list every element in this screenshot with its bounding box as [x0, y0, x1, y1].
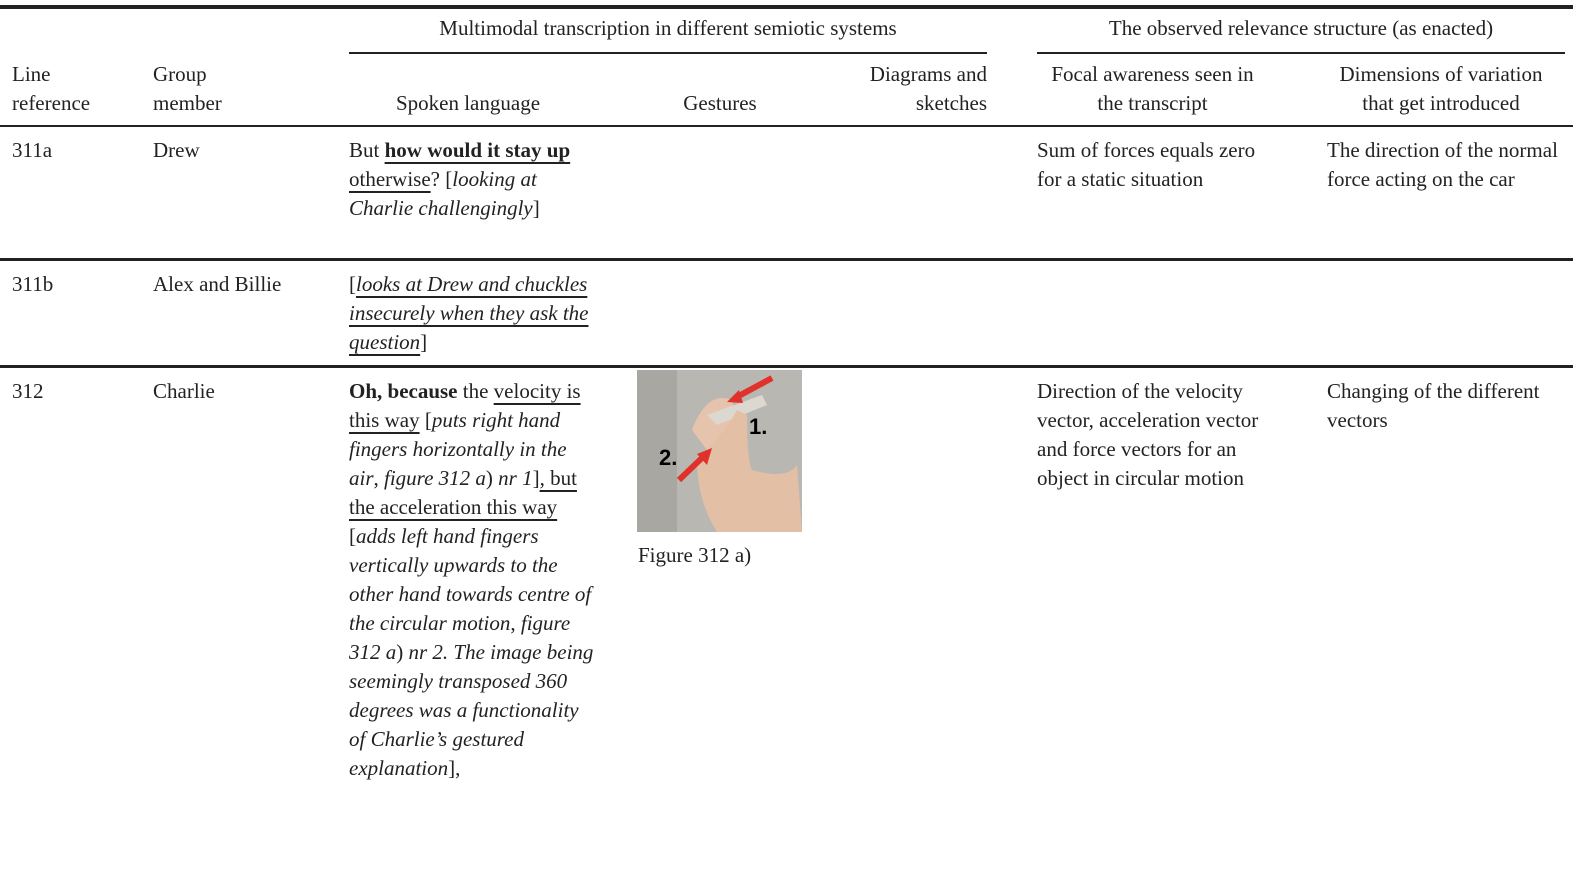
- line-reference: 312: [12, 379, 44, 403]
- spoken-segment: nr 1: [498, 466, 533, 490]
- column-header: Dimensions of variation that get introdu…: [1339, 62, 1543, 115]
- spoken-segment: adds left hand fingers vertically upward…: [349, 524, 592, 635]
- spoken-segment: ]: [532, 196, 540, 220]
- line-reference: 311a: [12, 138, 53, 162]
- group-member: Alex and Billie: [153, 272, 282, 296]
- spoken-segment: velocity is this way: [349, 379, 581, 432]
- column-header: Group member: [153, 62, 222, 115]
- image-bg: [637, 370, 677, 532]
- figure-caption: Figure 312 a): [638, 543, 752, 567]
- spoken-segment: nr 2. The image being seemingly transpos…: [349, 640, 594, 780]
- spoken-segment: how would it stay up: [384, 138, 571, 162]
- focal-awareness: Sum of forces equals zero for a static s…: [1037, 138, 1256, 191]
- spoken-segment: ): [485, 466, 499, 490]
- spoken-segment: [: [419, 408, 432, 432]
- spoken-segment: ? [: [430, 167, 453, 191]
- spoken-segment: figure 312 a: [349, 611, 571, 664]
- spoken-segment: looks at Drew and chuckles insecurely wh…: [349, 272, 589, 354]
- spoken-segment: otherwise: [349, 167, 431, 191]
- group-member: Drew: [153, 138, 200, 162]
- arrow: [676, 452, 708, 483]
- spoken-segment: the: [457, 379, 494, 403]
- image-label: 2.: [659, 445, 677, 470]
- group-header: Multimodal transcription in different se…: [439, 16, 897, 40]
- focal-awareness: Direction of the velocity vector, accele…: [1037, 379, 1259, 490]
- column-header: Diagrams and sketches: [869, 62, 987, 115]
- spoken-segment: ,: [510, 611, 521, 635]
- variation-dimensions: Changing of the different vectors: [1327, 379, 1540, 432]
- spoken-segment: ],: [448, 756, 461, 780]
- spoken-segment: Oh, because: [349, 379, 458, 403]
- variation-dimensions: The direction of the normal force acting…: [1327, 138, 1558, 191]
- spoken-segment: But: [349, 138, 385, 162]
- spoken-segment: ]: [420, 330, 428, 354]
- hand: [697, 410, 802, 532]
- column-header: Focal awareness seen in the transcript: [1051, 62, 1254, 115]
- spoken-segment: puts right hand fingers horizontally in …: [349, 408, 567, 490]
- arrow: [733, 375, 774, 401]
- top-rule: [0, 5, 1573, 9]
- group-rule: [349, 52, 987, 54]
- spoken-language: But how would it stay up otherwise? [loo…: [349, 136, 594, 223]
- group-member: Charlie: [153, 379, 215, 403]
- spoken-segment: [: [349, 524, 356, 548]
- group-rule: [1037, 52, 1565, 54]
- column-header: Line reference: [12, 62, 91, 115]
- line-reference: 311b: [12, 272, 54, 296]
- row-rule: [0, 365, 1573, 368]
- spoken-language: [looks at Drew and chuckles insecurely w…: [349, 270, 594, 357]
- column-header: Spoken language: [395, 91, 541, 115]
- spoken-segment: ): [396, 640, 409, 664]
- spoken-segment: figure 312 a: [384, 466, 486, 490]
- group-header: The observed relevance structure (as ena…: [1108, 16, 1494, 40]
- spoken-language: Oh, because the velocity is this way [pu…: [349, 377, 594, 783]
- spoken-segment: [: [349, 272, 356, 296]
- image-label: 1.: [749, 414, 767, 439]
- row-rule: [0, 258, 1573, 261]
- arrow-head: [727, 390, 743, 403]
- spoken-segment: looking at Charlie challengingly: [349, 167, 537, 220]
- arrow-head: [697, 448, 712, 465]
- header-rule: [0, 125, 1573, 127]
- spoken-segment: , but the acceleration this way: [349, 466, 577, 519]
- spoken-segment: ]: [532, 466, 540, 490]
- gesture-image: 1. 2.: [637, 370, 802, 532]
- column-header: Gestures: [683, 91, 757, 115]
- spoken-segment: ,: [373, 466, 385, 490]
